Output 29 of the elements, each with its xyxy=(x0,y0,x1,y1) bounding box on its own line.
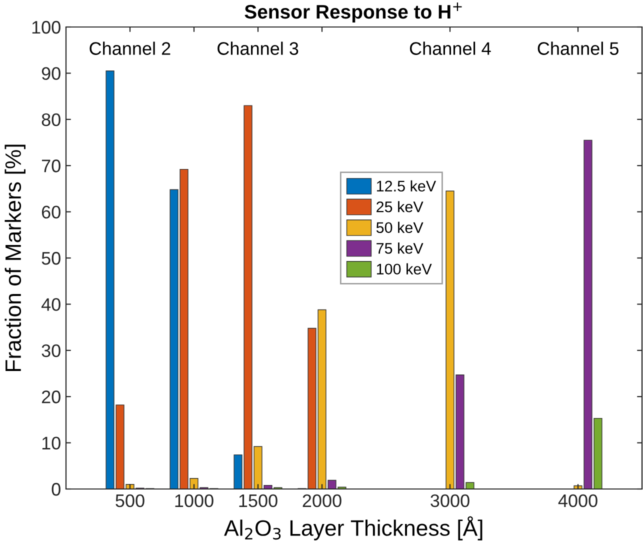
y-tick-label: 10 xyxy=(42,436,60,450)
x-tick-label: 4000 xyxy=(558,494,598,508)
legend-label: 50 keV xyxy=(376,222,424,234)
annotation: Channel 2 xyxy=(90,42,170,55)
x-tick-label: 3000 xyxy=(430,494,470,508)
x-axis-title: Al$_{2}$O$_{3}$ Layer Thickness [Å] xyxy=(224,516,482,540)
legend-label: 100 keV xyxy=(376,263,432,275)
y-tick-label: 80 xyxy=(42,113,60,126)
y-tick-label: 50 xyxy=(42,252,60,265)
annotation: Channel 5 xyxy=(538,42,618,55)
legend-label: 75 keV xyxy=(376,242,424,254)
legend-label: 25 keV xyxy=(376,201,424,212)
legend-label: 12.5 keV xyxy=(376,180,436,192)
y-tick-label: 70 xyxy=(42,160,60,172)
y-tick-label: 30 xyxy=(42,344,60,358)
y-tick-label: 60 xyxy=(42,206,60,219)
x-tick-label: 1000 xyxy=(175,494,214,508)
y-tick-label: 0 xyxy=(52,482,60,496)
chart-title: Sensor Response to H$^{+}$ xyxy=(244,2,462,23)
annotation: Channel 3 xyxy=(218,42,298,55)
y-tick-label: 100 xyxy=(32,20,60,34)
annotation: Channel 4 xyxy=(410,42,491,55)
x-tick-label: 500 xyxy=(116,494,144,508)
y-axis-title: Fraction of Markers [%] xyxy=(4,144,26,372)
y-tick-label: 20 xyxy=(42,390,60,404)
y-tick-label: 40 xyxy=(41,298,60,311)
x-tick-label: 2000 xyxy=(302,494,342,508)
y-tick-label: 90 xyxy=(42,67,60,80)
x-tick-label: 1500 xyxy=(239,494,278,508)
